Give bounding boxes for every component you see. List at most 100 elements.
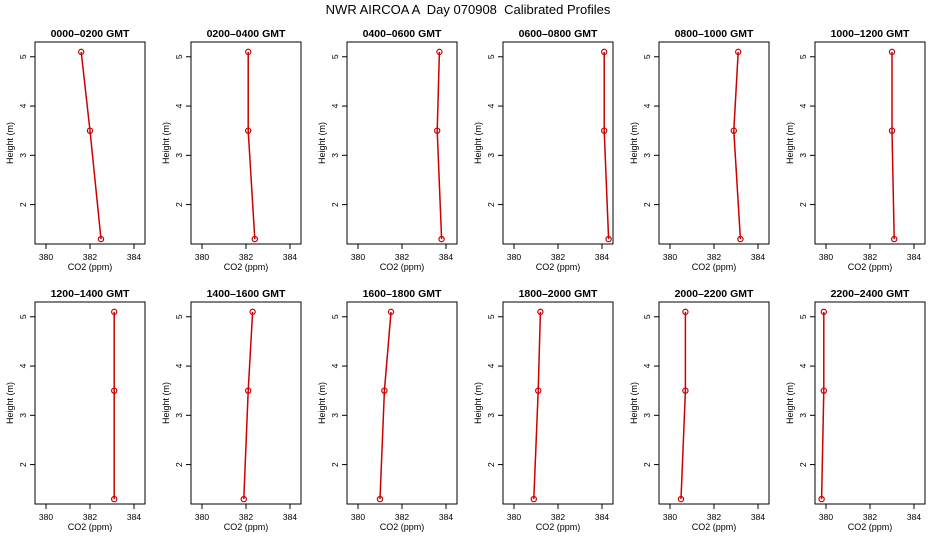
x-tick-label: 384 [127,512,141,522]
x-tick-label: 380 [819,252,833,262]
x-tick-label: 380 [351,252,365,262]
y-tick-label: 4 [642,103,652,108]
x-axis-label: CO2 (ppm) [536,262,581,272]
data-point [677,495,685,503]
y-tick-label: 4 [174,103,184,108]
x-tick-label: 384 [127,252,141,262]
x-tick-label: 384 [283,512,297,522]
plot-frame [34,301,146,505]
y-tick-label: 2 [642,202,652,207]
x-axis-label: CO2 (ppm) [68,262,113,272]
y-tick-label: 3 [330,413,340,418]
data-point [438,235,445,243]
y-tick-label: 3 [18,413,28,418]
x-tick-label: 384 [595,512,609,522]
data-point [86,127,94,134]
panel-6: 1000–1200 GMT 380 382 384 CO2 (ppm) 2 3 4 5 Heigh… [785,28,926,272]
plot-frame [190,301,302,505]
y-tick-label: 5 [174,314,184,319]
panel-10: 1800–2000 GMT 380 382 384 CO2 (ppm) 2 3 4 5 Heigh… [473,288,614,532]
y-tick-label: 3 [798,153,808,158]
data-point [601,127,608,134]
data-point [891,235,898,243]
x-axis-label: CO2 (ppm) [848,522,893,532]
plot-frame [34,41,146,245]
profile-line [247,51,256,240]
x-axis-label: CO2 (ppm) [68,522,113,532]
data-point [244,387,252,394]
data-point [110,387,118,394]
x-tick-label: 382 [395,512,409,522]
y-axis-label: Height (m) [317,382,327,424]
y-tick-label: 2 [486,202,496,207]
y-tick-label: 2 [798,202,808,207]
y-tick-label: 4 [486,103,496,108]
y-tick-label: 5 [798,314,808,319]
y-tick-label: 4 [174,363,184,368]
panel-9: 1600–1800 GMT 380 382 384 CO2 (ppm) 2 3 4 5 Heigh… [317,288,458,532]
data-point [820,308,828,316]
y-tick-label: 2 [330,202,340,207]
panel-11: 2000–2200 GMT 380 382 384 CO2 (ppm) 2 3 4 5 Heigh… [629,288,770,532]
x-tick-label: 384 [907,512,921,522]
y-tick-label: 2 [174,462,184,467]
x-tick-label: 380 [507,512,521,522]
profile-line [891,51,895,240]
y-axis-label: Height (m) [5,382,15,424]
x-tick-label: 384 [907,252,921,262]
x-tick-label: 382 [551,252,565,262]
y-tick-label: 4 [18,363,28,368]
data-point [818,495,825,503]
data-point [244,127,252,134]
panel-title: 2200–2400 GMT [831,288,910,300]
data-point [240,495,247,503]
data-point [376,495,384,503]
y-axis-label: Height (m) [785,382,795,424]
data-point [730,127,738,134]
y-tick-label: 4 [18,103,28,108]
y-tick-label: 3 [174,413,184,418]
y-tick-label: 5 [798,54,808,59]
x-tick-label: 380 [663,252,677,262]
panel-2: 0200–0400 GMT 380 382 384 CO2 (ppm) 2 3 4 5 Heigh… [161,28,302,272]
panel-4: 0600–0800 GMT 380 382 384 CO2 (ppm) 2 3 4 5 Heigh… [473,28,614,272]
x-tick-label: 382 [551,512,565,522]
y-tick-label: 2 [18,202,28,207]
y-tick-label: 3 [642,153,652,158]
x-tick-label: 380 [39,512,53,522]
x-tick-label: 380 [351,512,365,522]
panel-8: 1400–1600 GMT 380 382 384 CO2 (ppm) 2 3 4 5 Heigh… [161,288,302,532]
profile-line [436,51,443,240]
y-axis-label: Height (m) [473,122,483,164]
y-tick-label: 5 [642,314,652,319]
panel-3: 0400–0600 GMT 380 382 384 CO2 (ppm) 2 3 4 5 Heigh… [317,28,458,272]
y-tick-label: 2 [486,462,496,467]
data-point [601,48,608,56]
data-point [110,495,118,503]
x-tick-label: 384 [751,252,765,262]
x-tick-label: 382 [863,512,877,522]
plot-frame [502,301,614,505]
plot-frame [658,41,770,245]
y-tick-label: 5 [486,54,496,59]
data-point [682,387,689,394]
plot-frame [190,41,302,245]
profile-line [80,51,102,240]
x-axis-label: CO2 (ppm) [224,522,269,532]
x-tick-label: 382 [83,512,97,522]
panel-title: 1800–2000 GMT [519,288,598,300]
y-tick-label: 3 [798,413,808,418]
plot-frame [346,301,458,505]
data-point [387,308,395,316]
y-axis-label: Height (m) [473,382,483,424]
plot-frame [658,301,770,505]
profile-line [603,51,610,240]
x-tick-label: 384 [751,512,765,522]
y-tick-label: 5 [486,314,496,319]
y-tick-label: 3 [642,413,652,418]
x-tick-label: 382 [83,252,97,262]
y-tick-label: 5 [18,54,28,59]
data-point [77,48,85,56]
y-tick-label: 4 [798,103,808,108]
x-tick-label: 380 [195,512,209,522]
